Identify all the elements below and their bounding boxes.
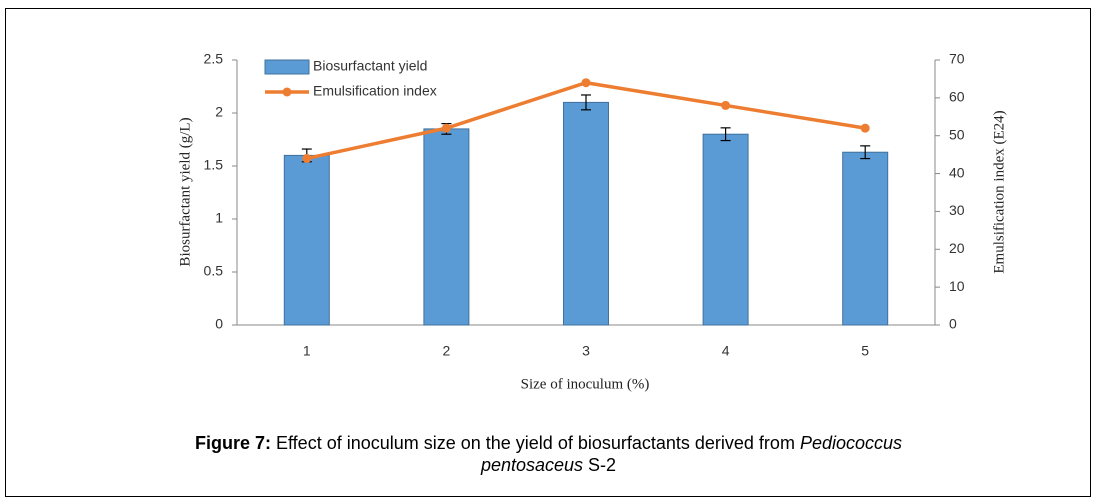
legend-swatch [264, 59, 310, 75]
error-bar [720, 127, 731, 142]
y-tick-label: 1.5 [204, 157, 224, 173]
y2-tick-label: 10 [949, 278, 965, 294]
bar [423, 128, 470, 326]
y2-tick-label: 20 [949, 240, 965, 256]
y2-tick-label: 0 [949, 316, 957, 332]
y-axis-label: Biosurfactant yield (g/L) [177, 117, 193, 266]
legend-label: Biosurfactant yield [313, 58, 427, 74]
figure-frame [5, 8, 1091, 497]
error-bar [581, 94, 591, 111]
marker [581, 78, 591, 88]
caption-italic: pentosaceus [480, 455, 584, 475]
x-tick-label: 1 [303, 343, 311, 359]
chart: Size of inoculum (%) Biosurfactant yield… [177, 51, 1007, 393]
caption-label: Figure 7: [194, 433, 271, 453]
legend-marker [282, 87, 292, 97]
caption: Figure 7: Effect of inoculum size on the… [10, 432, 1087, 476]
marker [441, 123, 451, 133]
y-tick-label: 2 [215, 104, 223, 120]
y2-axis-label: Emulsification index (E24) [991, 110, 1007, 273]
x-tick-label: 3 [582, 343, 590, 359]
x-tick-label: 2 [443, 343, 451, 359]
x-tick-label: 5 [861, 343, 869, 359]
y2-tick-label: 40 [949, 164, 965, 180]
x-axis-label: Size of inoculum (%) [521, 376, 650, 392]
error-bar [860, 145, 871, 160]
y-tick-label: 2.5 [204, 51, 224, 67]
caption-text: S-2 [588, 455, 617, 475]
y-tick-label: 0 [215, 316, 223, 332]
y-tick-label: 0.5 [204, 263, 224, 279]
y-tick-label: 1 [215, 210, 223, 226]
y2-tick-label: 60 [949, 89, 965, 105]
y2-tick-label: 30 [949, 202, 965, 218]
y2-tick-label: 70 [949, 51, 965, 67]
bar [842, 151, 889, 326]
marker [860, 123, 870, 133]
legend-label: Emulsification index [313, 83, 437, 99]
caption-italic: Pediococcus [799, 433, 903, 453]
caption-text: Effect of inoculum size on the yield of … [276, 433, 795, 453]
bar [702, 133, 749, 326]
marker [721, 100, 731, 110]
y2-tick-label: 50 [949, 126, 965, 142]
marker [302, 153, 312, 163]
bar [283, 154, 330, 326]
x-tick-label: 4 [722, 343, 730, 359]
bar [563, 101, 609, 326]
